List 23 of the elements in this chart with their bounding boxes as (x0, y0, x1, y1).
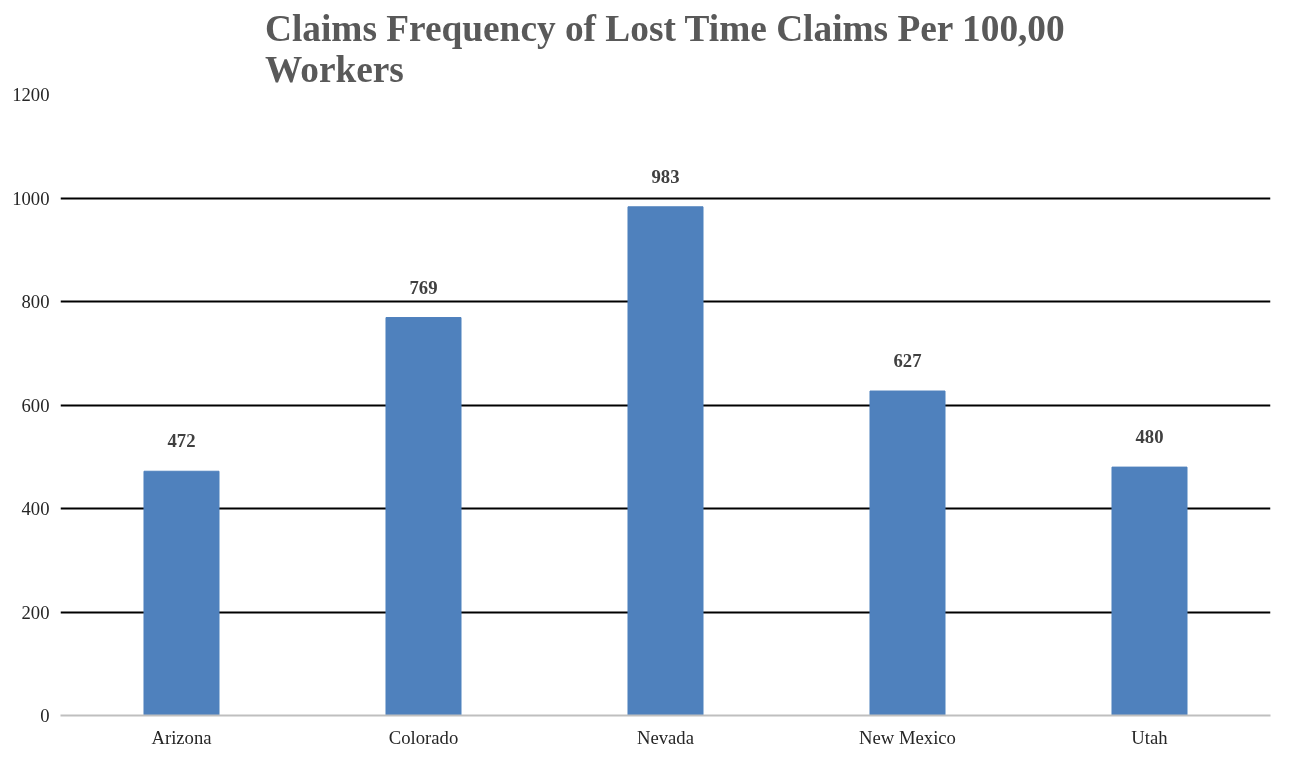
data-label: 472 (167, 430, 196, 452)
chart-title: Claims Frequency of Lost Time Claims Per 100,00 Workers (264, 7, 1065, 90)
y-tick-label: 1000 (12, 187, 50, 209)
y-tick-label: 200 (21, 601, 50, 623)
data-label: 769 (409, 276, 438, 298)
data-label: 983 (651, 165, 680, 187)
bar (385, 317, 462, 716)
y-tick-label: 600 (21, 394, 50, 416)
data-label: 627 (893, 350, 922, 372)
x-tick-label: New Mexico (859, 726, 956, 748)
y-tick-label: 1200 (12, 84, 50, 105)
bar (143, 470, 220, 716)
y-tick-label: 0 (40, 705, 50, 726)
data-label: 480 (1135, 426, 1164, 448)
x-tick-label: Nevada (637, 726, 695, 748)
y-tick-label: 400 (21, 498, 50, 519)
x-tick-label: Colorado (388, 726, 459, 748)
x-tick-label: Arizona (151, 726, 213, 748)
bar (627, 206, 704, 716)
y-tick-label: 800 (21, 291, 50, 312)
bar (869, 390, 946, 716)
bar (1111, 466, 1188, 716)
x-tick-label: Utah (1131, 726, 1169, 748)
